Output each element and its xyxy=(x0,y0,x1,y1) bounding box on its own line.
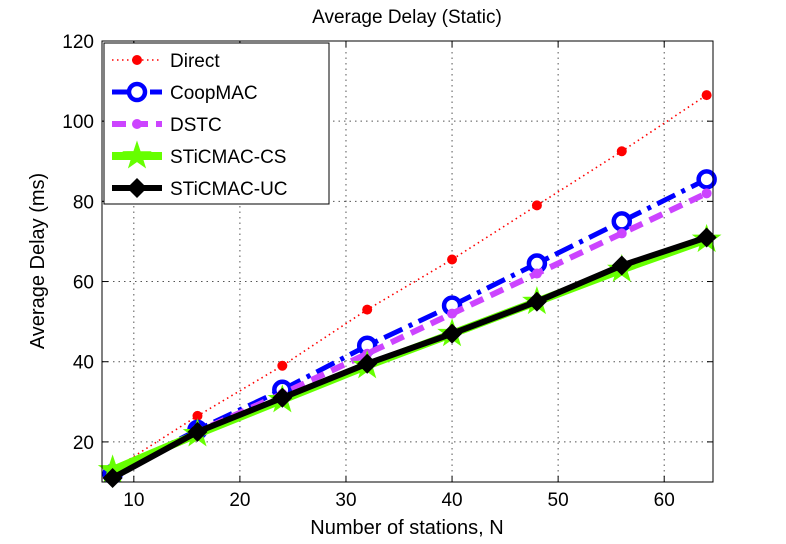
series-line xyxy=(111,177,708,477)
plot-frame xyxy=(101,40,714,483)
data-point xyxy=(102,467,123,488)
x-tick-label: 40 xyxy=(441,490,462,511)
chart-title: Average Delay (Static) xyxy=(312,7,502,28)
data-point xyxy=(442,323,463,344)
y-tick-label: 40 xyxy=(73,353,94,374)
data-point xyxy=(447,308,458,319)
legend-marker xyxy=(126,81,148,103)
data-point xyxy=(362,304,373,315)
data-point xyxy=(701,90,712,101)
legend: Direct CoopMAC DSTC STiCMAC-CS STiCMAC-UC xyxy=(103,42,330,205)
series-sticmac-uc xyxy=(102,227,717,488)
x-tick-label: 30 xyxy=(335,490,356,511)
data-point xyxy=(701,188,712,199)
data-point xyxy=(447,254,458,265)
data-point xyxy=(272,387,293,408)
x-tick-label: 50 xyxy=(548,490,569,511)
data-point xyxy=(696,169,717,190)
axis-ticks: 10 20 30 40 50 60 20 40 60 80 100 120 xyxy=(62,32,713,511)
data-point xyxy=(616,146,627,157)
series-group xyxy=(97,90,722,488)
data-point xyxy=(611,211,633,232)
legend-label: STiCMAC-CS xyxy=(170,147,286,168)
data-point xyxy=(357,353,378,374)
data-point xyxy=(696,227,717,248)
y-tick-label: 20 xyxy=(73,433,94,454)
y-tick-label: 100 xyxy=(62,112,94,133)
legend-marker xyxy=(132,119,142,129)
data-point xyxy=(611,255,632,276)
legend-marker xyxy=(122,140,152,169)
legend-marker xyxy=(132,55,142,65)
legend-marker xyxy=(127,178,147,198)
data-point xyxy=(531,268,542,279)
data-point xyxy=(192,410,203,421)
legend-label: Direct xyxy=(170,51,220,72)
data-point xyxy=(277,360,288,371)
x-axis-title: Number of stations, N xyxy=(310,517,503,539)
y-tick-label: 120 xyxy=(62,32,94,53)
y-tick-label: 60 xyxy=(73,273,94,294)
x-tick-label: 60 xyxy=(654,490,675,511)
data-point xyxy=(187,421,208,442)
y-tick-label: 80 xyxy=(73,192,94,213)
series-line xyxy=(111,234,708,481)
y-axis-title: Average Delay (ms) xyxy=(27,173,49,349)
series-line xyxy=(112,94,708,471)
legend-label: CoopMAC xyxy=(170,83,258,104)
series-direct xyxy=(107,90,712,475)
legend-label: DSTC xyxy=(170,115,222,136)
x-tick-label: 20 xyxy=(229,490,250,511)
x-tick-label: 10 xyxy=(123,490,144,511)
data-point xyxy=(531,200,542,211)
legend-label: STiCMAC-UC xyxy=(170,179,288,200)
data-point xyxy=(616,228,627,239)
data-point xyxy=(526,291,547,312)
